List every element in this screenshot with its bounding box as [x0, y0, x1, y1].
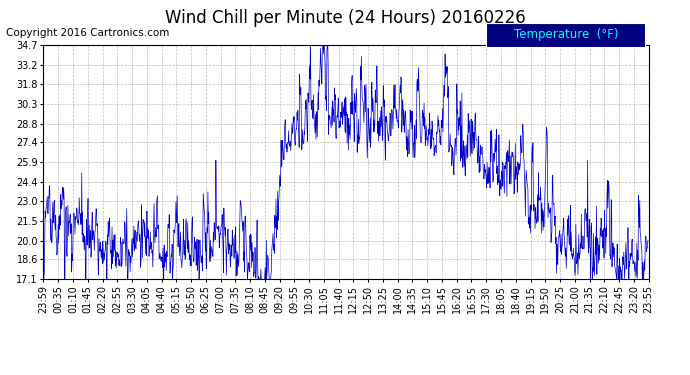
- Text: Temperature  (°F): Temperature (°F): [513, 28, 618, 41]
- Text: Wind Chill per Minute (24 Hours) 20160226: Wind Chill per Minute (24 Hours) 2016022…: [165, 9, 525, 27]
- Text: Copyright 2016 Cartronics.com: Copyright 2016 Cartronics.com: [6, 28, 169, 38]
